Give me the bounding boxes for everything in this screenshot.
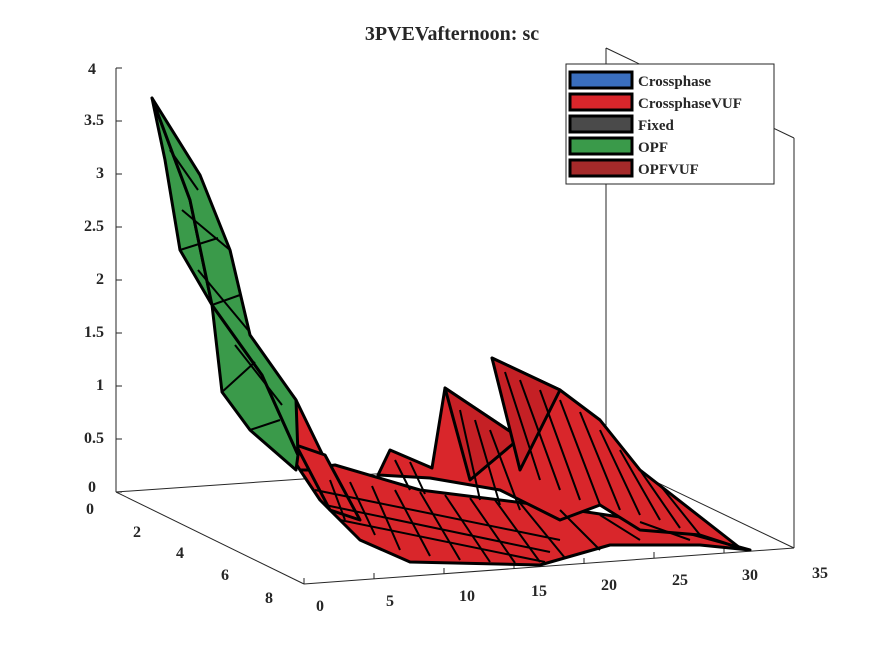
legend-label: Crossphase: [638, 74, 711, 90]
z-tick-label: 0.5: [84, 430, 104, 447]
surface-patch: [150, 96, 300, 457]
legend-label: Fixed: [638, 118, 674, 134]
z-tick-label: 1.5: [84, 324, 104, 341]
y-tick-label: 6: [221, 567, 229, 584]
opf-grid: [169, 149, 283, 431]
surface-grid: [314, 371, 701, 564]
legend-swatch: [568, 158, 634, 178]
surface-patch: [294, 443, 362, 522]
z-axis: 0 0.5 1 1.5 2 2.5 3 3.5 4: [84, 61, 122, 496]
legend-item: Crossphase: [568, 70, 711, 90]
y-tick-label: 2: [133, 524, 141, 541]
legend-item: CrossphaseVUF: [568, 92, 742, 112]
x-tick-label: 30: [742, 567, 758, 584]
legend-label: OPF: [638, 140, 668, 156]
legend-swatch: [568, 70, 634, 90]
surface-patch: [443, 386, 522, 482]
axes-box: [115, 47, 795, 585]
y-tick-label: 8: [265, 590, 273, 607]
y-axis: 0 2 4 6 8: [86, 501, 273, 607]
legend: Crossphase CrossphaseVUF Fixed OPF OPFVU…: [565, 63, 775, 185]
x-axis: 0 5 10 15 20 25 30 35: [303, 542, 828, 615]
z-tick-label: 0: [88, 479, 96, 496]
surface-crossphasevuf: [246, 333, 752, 567]
x-tick-label: 0: [316, 598, 324, 615]
z-tick-label: 1: [96, 377, 104, 394]
z-tick-label: 4: [88, 61, 96, 78]
x-tick-label: 25: [672, 572, 688, 589]
legend-swatch: [568, 114, 634, 134]
x-tick-label: 10: [459, 588, 475, 605]
x-tick-label: 20: [601, 577, 617, 594]
z-tick-label: 3.5: [84, 112, 104, 129]
x-tick-label: 15: [531, 583, 547, 600]
z-tick-label: 3: [96, 165, 104, 182]
legend-label: OPFVUF: [638, 162, 699, 178]
surface-opf: [150, 96, 300, 472]
legend-item: OPFVUF: [568, 158, 699, 178]
surface-patch: [298, 463, 752, 567]
legend-item: OPF: [568, 136, 668, 156]
x-tick-label: 5: [386, 593, 394, 610]
y-tick-label: 4: [176, 545, 184, 562]
chart-title: 3PVEVafternoon: sc: [365, 23, 539, 45]
y-tick-label: 0: [86, 501, 94, 518]
legend-label: CrossphaseVUF: [638, 96, 742, 112]
legend-item: Fixed: [568, 114, 674, 134]
z-tick-label: 2.5: [84, 218, 104, 235]
z-tick-label: 2: [96, 271, 104, 288]
x-tick-label: 35: [812, 565, 828, 582]
legend-swatch: [568, 136, 634, 156]
legend-swatch: [568, 92, 634, 112]
